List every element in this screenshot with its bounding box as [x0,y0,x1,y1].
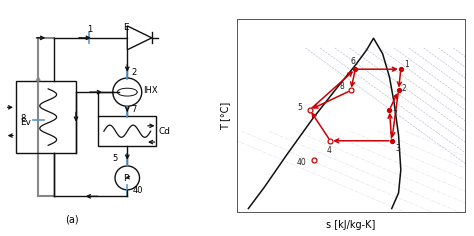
Text: 5: 5 [297,103,302,112]
Text: s [kJ/kg-K]: s [kJ/kg-K] [326,220,375,230]
Text: Cd: Cd [158,127,170,136]
Text: E: E [123,23,128,32]
Text: 40: 40 [297,158,307,167]
Bar [98,116,156,146]
Text: 2: 2 [132,68,137,77]
Text: 7: 7 [392,110,398,119]
Text: 40: 40 [133,186,143,195]
Text: 1: 1 [87,25,92,34]
Text: T [°C]: T [°C] [220,101,231,130]
Text: 3: 3 [395,144,400,153]
Text: Ev: Ev [20,118,31,127]
Text: 8: 8 [339,83,344,92]
Text: 1: 1 [404,60,409,69]
Bar [16,81,76,153]
Text: 6: 6 [351,57,356,66]
Text: 5: 5 [113,154,118,163]
Text: 7: 7 [132,105,137,114]
Text: IHX: IHX [143,86,158,95]
Text: 2: 2 [402,84,407,93]
Text: (a): (a) [65,215,78,224]
Text: (b): (b) [344,235,358,236]
Text: 8: 8 [20,114,26,123]
Text: P: P [123,174,128,183]
Text: 4: 4 [327,146,332,155]
